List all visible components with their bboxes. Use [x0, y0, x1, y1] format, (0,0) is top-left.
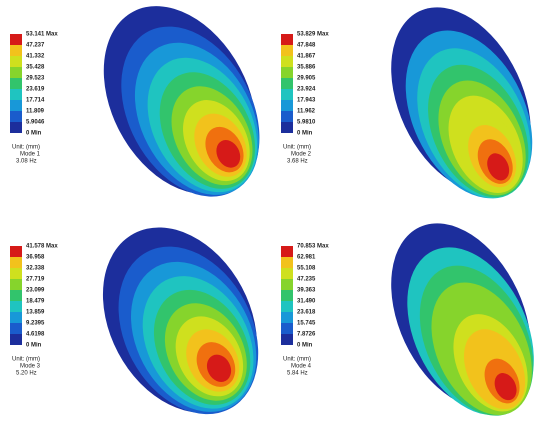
legend-label: 35.428 [26, 65, 45, 71]
legend-swatch [10, 334, 22, 345]
legend-label: 70.853 Max [297, 244, 329, 250]
mode-panel: 53.141 Max 47.237 41.332 35.428 29.523 23.619… [0, 0, 270, 212]
legend-label: 35.886 [297, 65, 316, 71]
mode-label: Mode 1 [20, 152, 41, 158]
legend-label: 17.943 [297, 98, 316, 104]
legend-swatch [10, 111, 22, 122]
legend-label: 23.618 [297, 310, 316, 316]
legend-swatch [10, 246, 22, 257]
legend-label: 53.829 Max [297, 32, 329, 38]
legend-label: 47.235 [297, 277, 316, 283]
legend-swatch [10, 323, 22, 334]
legend-label: 11.962 [297, 109, 316, 115]
legend-label: 18.479 [26, 299, 45, 305]
legend-label: 15.745 [297, 321, 316, 327]
legend-swatch [10, 45, 22, 56]
legend-swatch [10, 268, 22, 279]
legend-label: 41.332 [26, 54, 45, 60]
legend-label: 32.338 [26, 266, 45, 272]
legend-swatch [281, 246, 293, 257]
legend-label: 4.6198 [26, 332, 45, 338]
legend-label: 0 Min [297, 131, 313, 137]
mode-label: Mode 4 [291, 364, 312, 370]
legend-swatch [10, 78, 22, 89]
legend-swatch [10, 279, 22, 290]
unit-label: Unit: (mm) [283, 145, 311, 151]
legend-swatch [281, 67, 293, 78]
legend-swatch [281, 268, 293, 279]
legend-swatch [281, 323, 293, 334]
legend-label: 53.141 Max [26, 32, 58, 38]
frequency-label: 3.08 Hz [16, 159, 37, 165]
legend-label: 31.490 [297, 299, 316, 305]
legend-swatch [10, 312, 22, 323]
legend-swatch [281, 56, 293, 67]
legend-label: 0 Min [26, 343, 42, 349]
legend-label: 62.981 [297, 255, 316, 261]
legend-label: 5.9810 [297, 120, 316, 126]
contour-shape [73, 0, 270, 212]
legend-swatch [281, 78, 293, 89]
legend-label: 0 Min [297, 343, 313, 349]
unit-label: Unit: (mm) [12, 145, 40, 151]
legend-label: 27.719 [26, 277, 45, 283]
contour-shape [363, 212, 541, 424]
mode-label: Mode 3 [20, 364, 41, 370]
legend-label: 36.958 [26, 255, 45, 261]
legend-swatch [281, 290, 293, 301]
unit-label: Unit: (mm) [12, 357, 40, 363]
legend-swatch [10, 56, 22, 67]
contour-shape [72, 212, 270, 424]
legend-label: 9.2395 [26, 321, 45, 327]
legend-swatch [281, 111, 293, 122]
legend-swatch [281, 334, 293, 345]
legend-label: 23.924 [297, 87, 316, 93]
legend-swatch [281, 45, 293, 56]
legend-label: 0 Min [26, 131, 42, 137]
legend-label: 7.8726 [297, 332, 316, 338]
legend-label: 41.867 [297, 54, 316, 60]
legend-label: 17.714 [26, 98, 45, 104]
legend-label: 23.619 [26, 87, 45, 93]
legend-label: 39.363 [297, 288, 316, 294]
legend-label: 23.099 [26, 288, 45, 294]
legend-swatch [281, 301, 293, 312]
legend-label: 47.848 [297, 43, 316, 49]
legend-label: 41.578 Max [26, 244, 58, 250]
mode-panel: 53.829 Max 47.848 41.867 35.886 29.905 23.924… [271, 0, 541, 212]
frequency-label: 5.84 Hz [287, 371, 308, 377]
legend-label: 47.237 [26, 43, 45, 49]
mode-label: Mode 2 [291, 152, 312, 158]
frequency-label: 3.68 Hz [287, 159, 308, 165]
legend-label: 5.9046 [26, 120, 45, 126]
legend-swatch [10, 67, 22, 78]
legend-label: 11.809 [26, 109, 45, 115]
legend-swatch [10, 34, 22, 45]
unit-label: Unit: (mm) [283, 357, 311, 363]
legend-swatch [10, 257, 22, 268]
legend-swatch [10, 100, 22, 111]
legend-swatch [281, 312, 293, 323]
legend-swatch [281, 34, 293, 45]
legend-swatch [281, 122, 293, 133]
mode-panel: 41.578 Max 36.958 32.338 27.719 23.099 18.479… [0, 212, 270, 424]
legend-swatch [10, 290, 22, 301]
legend-swatch [281, 100, 293, 111]
legend-swatch [281, 279, 293, 290]
legend-swatch [281, 89, 293, 100]
legend-label: 55.108 [297, 266, 316, 272]
figure: 53.141 Max 47.237 41.332 35.428 29.523 23.619… [0, 0, 541, 424]
legend-swatch [10, 122, 22, 133]
legend-swatch [10, 89, 22, 100]
legend-label: 13.859 [26, 310, 45, 316]
mode-panel: 70.853 Max 62.981 55.108 47.235 39.363 31.490… [271, 212, 541, 424]
legend-swatch [10, 301, 22, 312]
legend-swatch [281, 257, 293, 268]
contour-shape [363, 0, 541, 212]
frequency-label: 5.20 Hz [16, 371, 37, 377]
legend-label: 29.523 [26, 76, 45, 82]
legend-label: 29.905 [297, 76, 316, 82]
